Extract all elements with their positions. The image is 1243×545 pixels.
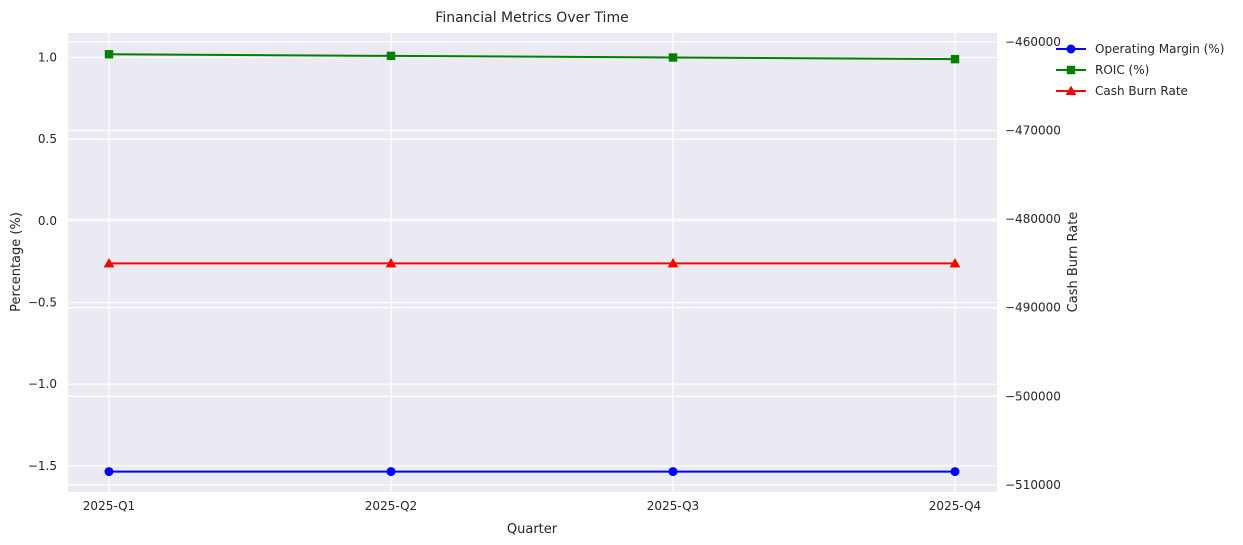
data-point <box>104 467 114 477</box>
left-axis: 1.0 0.5 0.0 −0.5 −1.0 −1.5 <box>28 51 57 473</box>
legend: Operating Margin (%) ROIC (%) Cash Burn Ra… <box>1056 42 1224 98</box>
left-tick-label: −0.5 <box>28 296 57 310</box>
left-tick-label: 0.5 <box>38 132 57 146</box>
x-axis: 2025-Q1 2025-Q2 2025-Q3 2025-Q4 <box>83 499 981 513</box>
left-axis-title: Percentage (%) <box>9 212 24 312</box>
legend-item: Cash Burn Rate <box>1056 84 1188 98</box>
right-tick-label: −500000 <box>1005 389 1061 403</box>
right-tick-label: −510000 <box>1005 478 1061 492</box>
legend-item: Operating Margin (%) <box>1056 42 1224 56</box>
data-point <box>385 257 397 268</box>
data-point <box>950 54 960 64</box>
chart-title: Financial Metrics Over Time <box>435 10 628 26</box>
right-tick-label: −460000 <box>1005 35 1061 49</box>
data-point <box>668 467 678 477</box>
series-line <box>108 53 956 61</box>
x-tick-label: 2025-Q2 <box>365 499 417 513</box>
data-point <box>386 467 396 477</box>
legend-label: ROIC (%) <box>1095 63 1149 77</box>
data-point <box>950 467 960 477</box>
legend-item: ROIC (%) <box>1056 63 1149 77</box>
x-axis-title: Quarter <box>507 522 558 537</box>
right-axis: −460000 −470000 −480000 −490000 −500000 −5100… <box>1005 35 1061 492</box>
series-operating-margin <box>104 467 960 477</box>
legend-label: Cash Burn Rate <box>1095 84 1188 98</box>
data-point <box>386 51 396 61</box>
x-tick-label: 2025-Q1 <box>83 499 135 513</box>
right-axis-title: Cash Burn Rate <box>1066 212 1081 313</box>
right-tick-label: −490000 <box>1005 301 1061 315</box>
legend-marker <box>1066 44 1076 54</box>
legend-label: Operating Margin (%) <box>1095 42 1224 56</box>
right-tick-label: −480000 <box>1005 212 1061 226</box>
series-cash-burn-rate <box>103 257 961 268</box>
x-tick-label: 2025-Q3 <box>647 499 699 513</box>
x-tick-label: 2025-Q4 <box>929 499 981 513</box>
left-tick-label: 0.0 <box>38 214 57 228</box>
data-point <box>668 53 678 62</box>
series-roic <box>104 50 960 64</box>
data-point <box>667 257 679 268</box>
data-point <box>949 257 961 268</box>
left-tick-label: −1.5 <box>28 459 57 473</box>
right-tick-label: −470000 <box>1005 123 1061 137</box>
left-tick-label: 1.0 <box>38 51 57 65</box>
legend-marker <box>1065 85 1077 96</box>
legend-marker <box>1066 65 1076 75</box>
data-point <box>104 50 114 59</box>
series-layer <box>103 50 961 477</box>
data-point <box>103 257 115 268</box>
left-tick-label: −1.0 <box>28 377 57 391</box>
